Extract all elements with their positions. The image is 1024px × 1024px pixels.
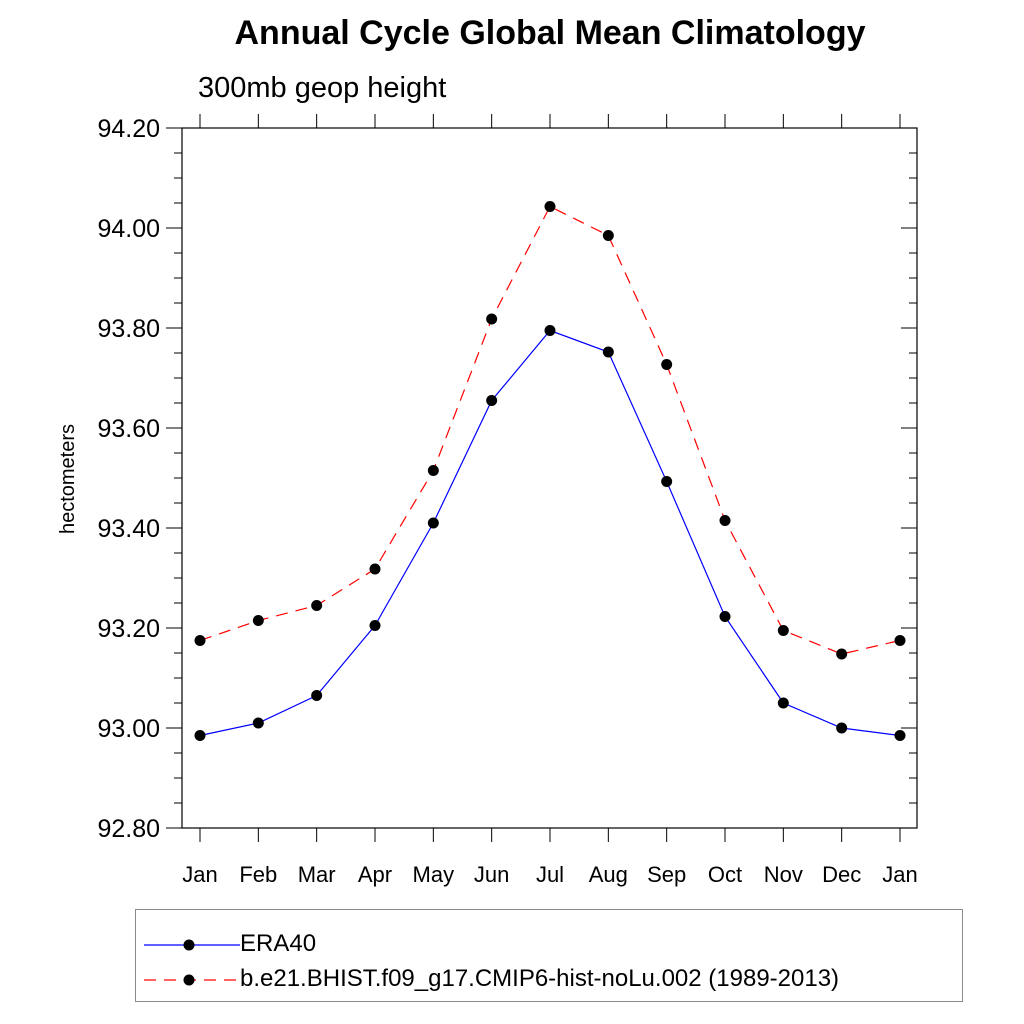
y-axis-label: hectometers [57,424,79,534]
x-tick-label: Feb [239,862,277,887]
x-tick-label: Jan [182,862,217,887]
data-point-series-0 [194,730,206,741]
data-point-series-0 [311,690,323,701]
data-point-series-0 [719,611,731,622]
legend-marker-era40 [183,939,195,951]
y-tick-label: 94.00 [97,215,160,243]
legend-swatch-model [144,974,240,986]
data-point-series-1 [544,201,556,212]
data-point-series-1 [252,615,264,626]
x-tick-label: Mar [298,862,336,887]
data-point-series-0 [252,717,264,729]
data-point-series-1 [894,635,906,646]
data-point-series-0 [661,476,673,487]
data-point-series-1 [777,625,789,636]
y-tick-label: 92.80 [97,815,160,843]
data-point-series-0 [427,517,439,529]
data-point-series-0 [602,346,614,358]
x-tick-label: Jan [882,862,917,887]
data-point-series-0 [544,325,556,336]
x-tick-label: Nov [764,862,803,887]
legend-swatch-era40 [144,939,240,951]
y-tick-label: 93.40 [97,515,160,543]
chart-title: Annual Cycle Global Mean Climatology [234,14,866,52]
y-tick-label: 93.20 [97,615,160,643]
data-point-series-0 [486,395,498,406]
x-tick-label: May [413,862,455,887]
data-point-series-0 [836,722,848,734]
x-tick-label: Jul [536,862,564,887]
legend-label-era40: ERA40 [240,930,317,957]
series-line-1 [199,205,901,655]
data-point-series-0 [777,697,789,709]
series-layer [194,201,906,741]
x-tick-label: Dec [822,862,861,887]
data-point-series-0 [894,730,906,741]
x-tick-label: Oct [708,862,742,887]
legend-marker-model [183,974,195,986]
y-tick-label: 93.60 [97,415,160,443]
series-line-0 [199,329,901,737]
legend-item-model: b.e21.BHIST.f09_g17.CMIP6-hist-noLu.002 … [136,963,962,997]
y-tick-label: 94.20 [97,115,160,143]
x-tick-label: Aug [589,862,628,887]
data-point-series-1 [602,230,614,241]
data-point-series-1 [311,600,323,611]
data-point-series-1 [427,465,439,476]
x-tick-label: Jun [474,862,509,887]
data-point-series-1 [486,313,498,325]
legend-item-era40: ERA40 [136,928,962,962]
y-tick-label: 93.80 [97,315,160,343]
data-point-series-1 [719,515,731,526]
axes: 92.80 93.00 93.20 93.40 93.60 93.80 94.00 94.20… [97,114,918,887]
plot-frame [181,127,918,829]
data-point-series-1 [194,635,206,646]
legend-label-model: b.e21.BHIST.f09_g17.CMIP6-hist-noLu.002 … [240,965,840,992]
data-point-series-1 [836,648,848,660]
x-tick-label: Apr [358,862,392,887]
chart-subtitle: 300mb geop height [198,72,447,104]
data-point-series-1 [661,359,673,370]
x-tick-label: Sep [647,862,686,887]
data-point-series-1 [369,563,381,575]
y-tick-label: 93.00 [97,715,160,743]
data-point-series-0 [369,620,381,631]
legend: ERA40 b.e21.BHIST.f09_g17.CMIP6-hist-noL… [135,909,963,1002]
